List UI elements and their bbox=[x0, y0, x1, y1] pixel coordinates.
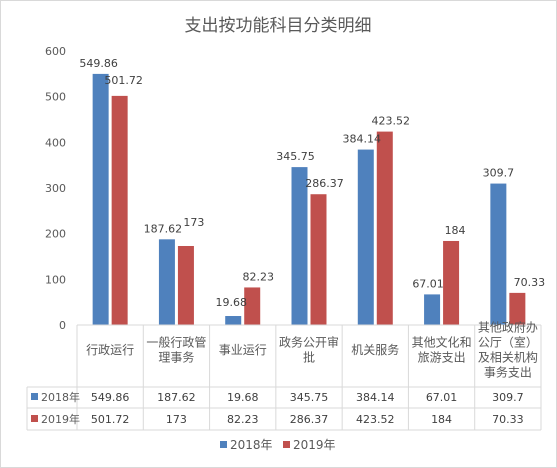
legend-label: 2018年 bbox=[230, 438, 273, 452]
bar bbox=[92, 73, 109, 325]
data-label: 82.23 bbox=[242, 270, 274, 283]
bar bbox=[291, 167, 308, 325]
chart-title: 支出按功能科目分类明细 bbox=[185, 16, 372, 36]
data-label: 549.86 bbox=[79, 57, 118, 70]
category-label: 其他文化和 bbox=[412, 335, 472, 350]
bar bbox=[225, 316, 242, 325]
table-cell: 187.62 bbox=[157, 391, 196, 404]
y-tick-label: 600 bbox=[45, 45, 66, 58]
category-label: 事业运行 bbox=[219, 343, 267, 357]
table-cell: 82.23 bbox=[227, 413, 259, 426]
data-label: 309.7 bbox=[483, 167, 515, 180]
bar bbox=[443, 240, 460, 325]
y-tick-label: 500 bbox=[45, 91, 66, 104]
table-cell: 345.75 bbox=[290, 391, 329, 404]
category-label: 一般行政管 bbox=[146, 335, 206, 350]
series-name: 2019年 bbox=[41, 412, 80, 426]
data-label: 423.52 bbox=[372, 115, 411, 128]
category-label: 行政运行 bbox=[86, 343, 134, 357]
data-label: 384.14 bbox=[343, 133, 382, 146]
data-label: 187.62 bbox=[144, 222, 183, 235]
data-label: 345.75 bbox=[276, 150, 315, 163]
category-label: 其他政府办 bbox=[478, 320, 538, 335]
bar bbox=[310, 194, 327, 325]
category-label: 公厅（室） bbox=[478, 335, 538, 350]
category-label: 政务公开审 bbox=[279, 335, 339, 350]
y-tick-label: 300 bbox=[45, 182, 66, 195]
y-tick-label: 100 bbox=[45, 273, 66, 286]
data-label: 67.01 bbox=[412, 277, 444, 290]
table-cell: 549.86 bbox=[91, 391, 130, 404]
table-cell: 70.33 bbox=[492, 413, 524, 426]
legend-swatch bbox=[283, 441, 290, 448]
category-label: 机关服务 bbox=[351, 342, 399, 357]
data-label: 501.72 bbox=[104, 74, 143, 87]
category-label: 理事务 bbox=[158, 350, 194, 365]
table-cell: 423.52 bbox=[356, 413, 395, 426]
legend-key bbox=[31, 415, 38, 422]
category-label: 及相关机构 bbox=[478, 350, 538, 365]
legend-swatch bbox=[220, 441, 227, 448]
bar bbox=[177, 245, 194, 325]
y-tick-label: 400 bbox=[45, 136, 66, 149]
legend-key bbox=[31, 393, 38, 400]
category-label: 批 bbox=[303, 350, 315, 365]
data-label: 173 bbox=[183, 216, 204, 229]
table-cell: 286.37 bbox=[290, 413, 329, 426]
bar bbox=[158, 239, 175, 325]
data-label: 184 bbox=[445, 224, 466, 237]
table-cell: 501.72 bbox=[91, 413, 130, 426]
bar bbox=[111, 95, 128, 326]
bar bbox=[424, 294, 441, 325]
data-label: 19.68 bbox=[215, 296, 247, 309]
table-cell: 384.14 bbox=[356, 391, 395, 404]
legend-label: 2019年 bbox=[293, 438, 336, 452]
data-label: 70.33 bbox=[514, 276, 546, 289]
category-label: 旅游支出 bbox=[418, 351, 466, 365]
bar bbox=[509, 292, 526, 325]
table-cell: 19.68 bbox=[227, 391, 259, 404]
table-cell: 67.01 bbox=[426, 391, 458, 404]
data-label: 286.37 bbox=[305, 177, 344, 190]
series-name: 2018年 bbox=[41, 390, 80, 404]
table-cell: 184 bbox=[431, 413, 452, 426]
table-cell: 309.7 bbox=[492, 391, 524, 404]
y-tick-label: 200 bbox=[45, 228, 66, 241]
table-cell: 173 bbox=[166, 413, 187, 426]
bar bbox=[376, 131, 393, 325]
bar bbox=[244, 287, 261, 325]
category-label: 事务支出 bbox=[484, 365, 532, 380]
bar bbox=[490, 183, 507, 325]
bar bbox=[357, 149, 374, 325]
y-tick-label: 0 bbox=[59, 319, 66, 332]
